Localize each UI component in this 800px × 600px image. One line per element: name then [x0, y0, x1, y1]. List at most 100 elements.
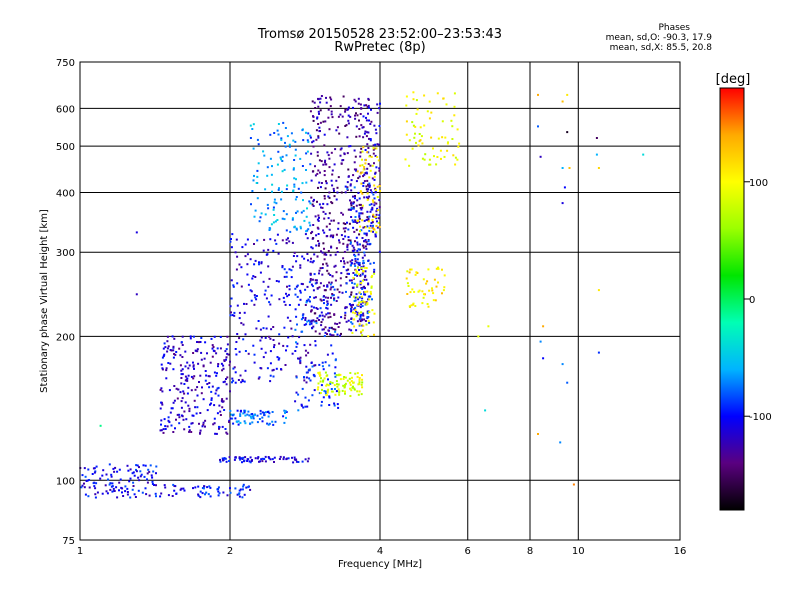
data-point: [342, 238, 345, 240]
data-point: [361, 374, 363, 377]
data-point: [214, 392, 217, 395]
data-point: [95, 465, 98, 468]
data-point: [237, 493, 240, 496]
data-point: [249, 488, 252, 491]
data-point: [331, 352, 334, 355]
data-point: [308, 323, 311, 326]
data-point: [375, 217, 378, 220]
data-point: [344, 125, 347, 127]
data-point: [353, 325, 356, 328]
data-point: [418, 133, 421, 135]
data-point: [422, 296, 425, 299]
data-point: [351, 376, 353, 379]
data-point: [324, 326, 327, 329]
data-point: [282, 458, 285, 461]
data-point: [324, 120, 327, 123]
data-point: [370, 191, 373, 194]
data-point: [354, 100, 357, 103]
data-point: [251, 421, 254, 424]
data-point: [320, 299, 323, 302]
data-point: [122, 495, 125, 497]
data-point: [297, 461, 300, 463]
data-point: [283, 326, 286, 329]
data-point: [324, 296, 327, 299]
data-point: [254, 209, 257, 212]
data-point: [359, 203, 362, 206]
data-point: [163, 484, 166, 487]
data-point: [299, 298, 302, 301]
data-point: [350, 207, 353, 209]
data-point: [170, 424, 173, 427]
data-point: [256, 239, 259, 242]
data-point: [292, 168, 295, 171]
x-tick-label: 16: [674, 546, 687, 557]
data-point: [354, 219, 357, 222]
data-point: [357, 261, 360, 264]
data-point: [358, 312, 361, 315]
data-point: [153, 484, 155, 486]
data-point: [267, 456, 270, 458]
data-point: [234, 417, 237, 420]
data-point: [218, 492, 221, 495]
data-point: [160, 419, 163, 422]
data-point: [367, 112, 369, 115]
data-point: [238, 495, 241, 498]
data-point: [310, 322, 313, 325]
data-point: [333, 384, 336, 387]
data-point: [148, 470, 151, 473]
data-point: [316, 218, 319, 221]
data-point: [366, 312, 369, 315]
data-point: [165, 367, 168, 370]
data-point: [261, 457, 264, 460]
data-point: [350, 241, 352, 244]
data-point: [359, 306, 362, 309]
data-point: [327, 217, 330, 220]
data-point: [310, 309, 313, 312]
data-point: [277, 150, 280, 153]
data-point: [442, 97, 445, 100]
data-point: [167, 419, 170, 422]
data-point: [284, 411, 286, 414]
data-point: [363, 180, 366, 183]
data-point: [310, 310, 312, 313]
data-point: [371, 219, 374, 221]
data-point: [366, 151, 369, 154]
data-point: [139, 470, 142, 473]
data-point: [334, 264, 337, 267]
data-point: [319, 374, 322, 377]
data-point: [241, 380, 244, 382]
data-point: [207, 375, 210, 378]
data-point: [359, 283, 362, 286]
data-point: [250, 299, 253, 302]
data-point: [272, 375, 275, 378]
data-point: [346, 248, 349, 251]
data-point: [368, 182, 371, 185]
data-point: [223, 380, 226, 383]
data-point: [320, 384, 323, 387]
data-point: [293, 185, 296, 188]
data-point: [338, 241, 341, 244]
data-point: [248, 460, 251, 463]
data-point: [329, 315, 332, 318]
data-point: [289, 319, 292, 322]
data-point: [327, 116, 330, 119]
data-point: [334, 330, 337, 333]
data-point: [366, 210, 369, 213]
data-point: [405, 133, 408, 136]
y-tick-label: 400: [56, 188, 75, 199]
data-point: [284, 303, 287, 306]
data-point: [364, 226, 367, 229]
data-point: [301, 255, 304, 258]
data-point: [279, 455, 282, 458]
data-point: [410, 268, 413, 271]
data-point: [326, 304, 329, 306]
data-point: [419, 126, 422, 129]
data-point: [334, 375, 337, 378]
data-point: [268, 412, 271, 415]
data-point: [333, 372, 336, 375]
data-point: [360, 147, 363, 150]
data-point: [358, 291, 361, 294]
data-point: [230, 279, 233, 282]
data-point: [228, 456, 231, 459]
data-point: [229, 409, 232, 412]
